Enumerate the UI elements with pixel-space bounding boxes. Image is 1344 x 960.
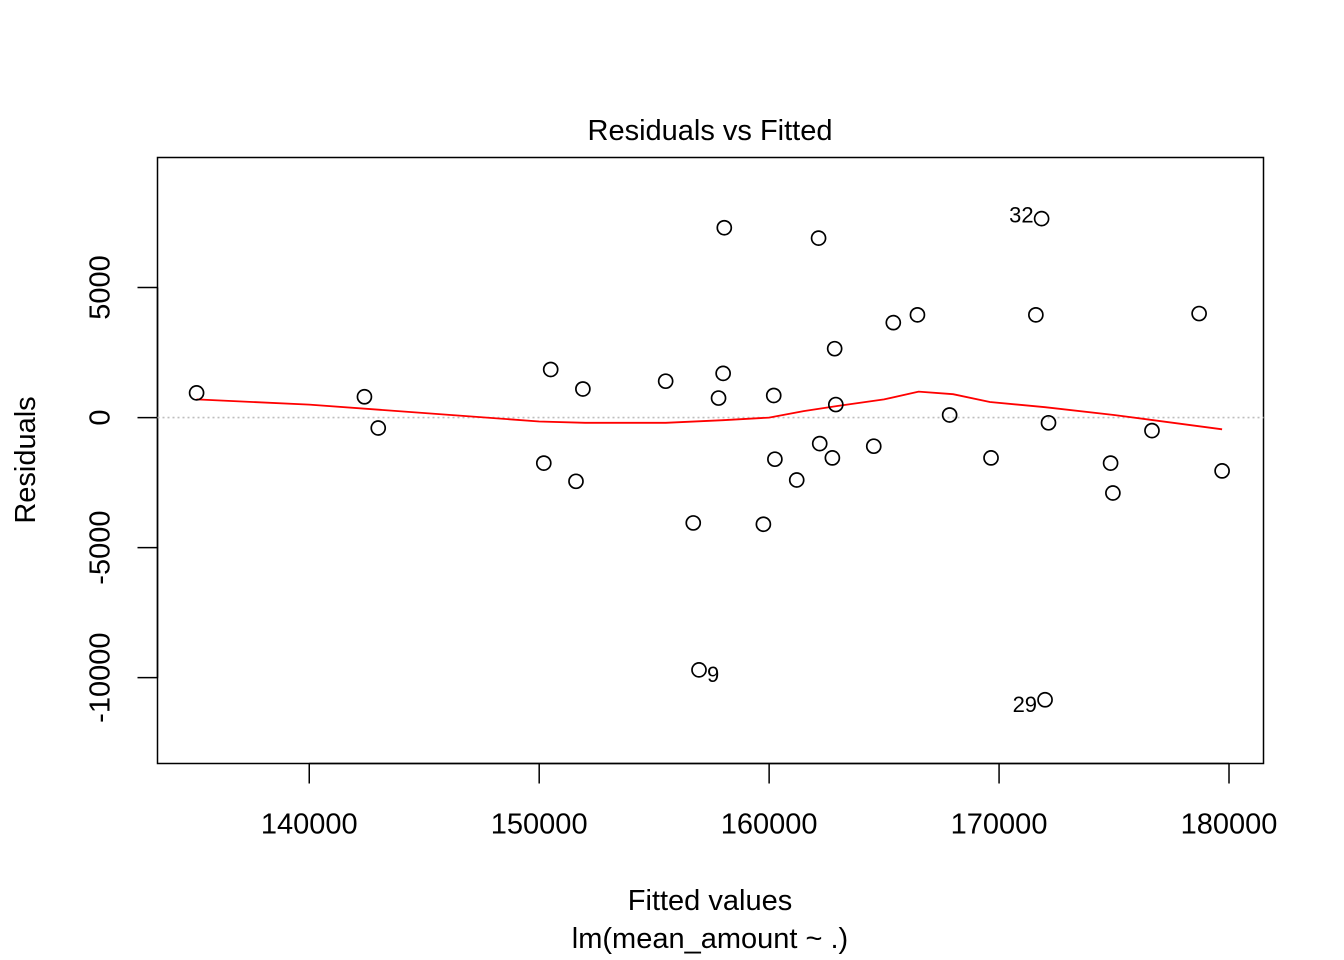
data-point [1028, 307, 1044, 323]
x-axis: 140000 150000 160000 170000 180000 [261, 762, 1278, 841]
smooth-line [196, 390, 1223, 431]
data-point [1102, 455, 1119, 471]
data-point [909, 307, 926, 323]
x-tick-label: 180000 [1181, 809, 1278, 841]
data-point [865, 438, 882, 455]
point-label: 32 [1009, 203, 1033, 228]
data-point [755, 516, 772, 533]
data-point [767, 451, 783, 468]
smooth-line-layer [196, 390, 1223, 431]
point-label: 29 [1013, 692, 1037, 717]
point-labels-layer: 9 32 29 [707, 203, 1037, 717]
data-point [941, 407, 958, 423]
y-tick-label: 0 [85, 410, 117, 426]
x-tick-label: 140000 [261, 809, 358, 841]
y-axis: -10000 -5000 0 5000 [85, 255, 159, 723]
x-tick-label: 150000 [491, 809, 588, 841]
data-point [542, 361, 559, 378]
data-point [1214, 463, 1230, 479]
y-axis-label: Residuals [10, 396, 42, 523]
point-label: 9 [707, 662, 719, 687]
data-point [1037, 691, 1053, 708]
points-layer [188, 210, 1230, 708]
data-point [710, 390, 727, 406]
y-tick-label: -5000 [85, 511, 117, 585]
data-point [810, 230, 827, 246]
data-point [1191, 305, 1207, 322]
data-point [575, 381, 591, 397]
y-tick-label: 5000 [85, 255, 117, 320]
data-point [1144, 422, 1160, 439]
data-point [788, 472, 805, 488]
data-point [568, 473, 584, 490]
data-point [824, 450, 841, 466]
data-point [715, 365, 731, 382]
data-point [685, 515, 702, 531]
x-tick-label: 160000 [721, 809, 818, 841]
data-point [1040, 414, 1057, 431]
data-point [826, 340, 843, 357]
data-point [1105, 485, 1121, 501]
data-point [827, 396, 844, 413]
data-point [356, 388, 373, 405]
data-point [535, 455, 552, 471]
x-axis-label: Fitted values [628, 885, 792, 917]
x-axis-sublabel: lm(mean_amount ~ .) [572, 923, 848, 955]
data-point [188, 385, 205, 401]
data-point [657, 373, 674, 390]
data-point [370, 420, 387, 436]
y-tick-label: -10000 [85, 633, 117, 723]
data-point [885, 314, 902, 331]
data-point [765, 387, 782, 404]
x-tick-label: 170000 [951, 809, 1048, 841]
data-point [691, 662, 707, 678]
chart-title: Residuals vs Fitted [588, 115, 833, 147]
data-point [811, 435, 828, 452]
data-point [1033, 210, 1050, 227]
data-point [716, 219, 733, 236]
data-point [983, 450, 999, 466]
